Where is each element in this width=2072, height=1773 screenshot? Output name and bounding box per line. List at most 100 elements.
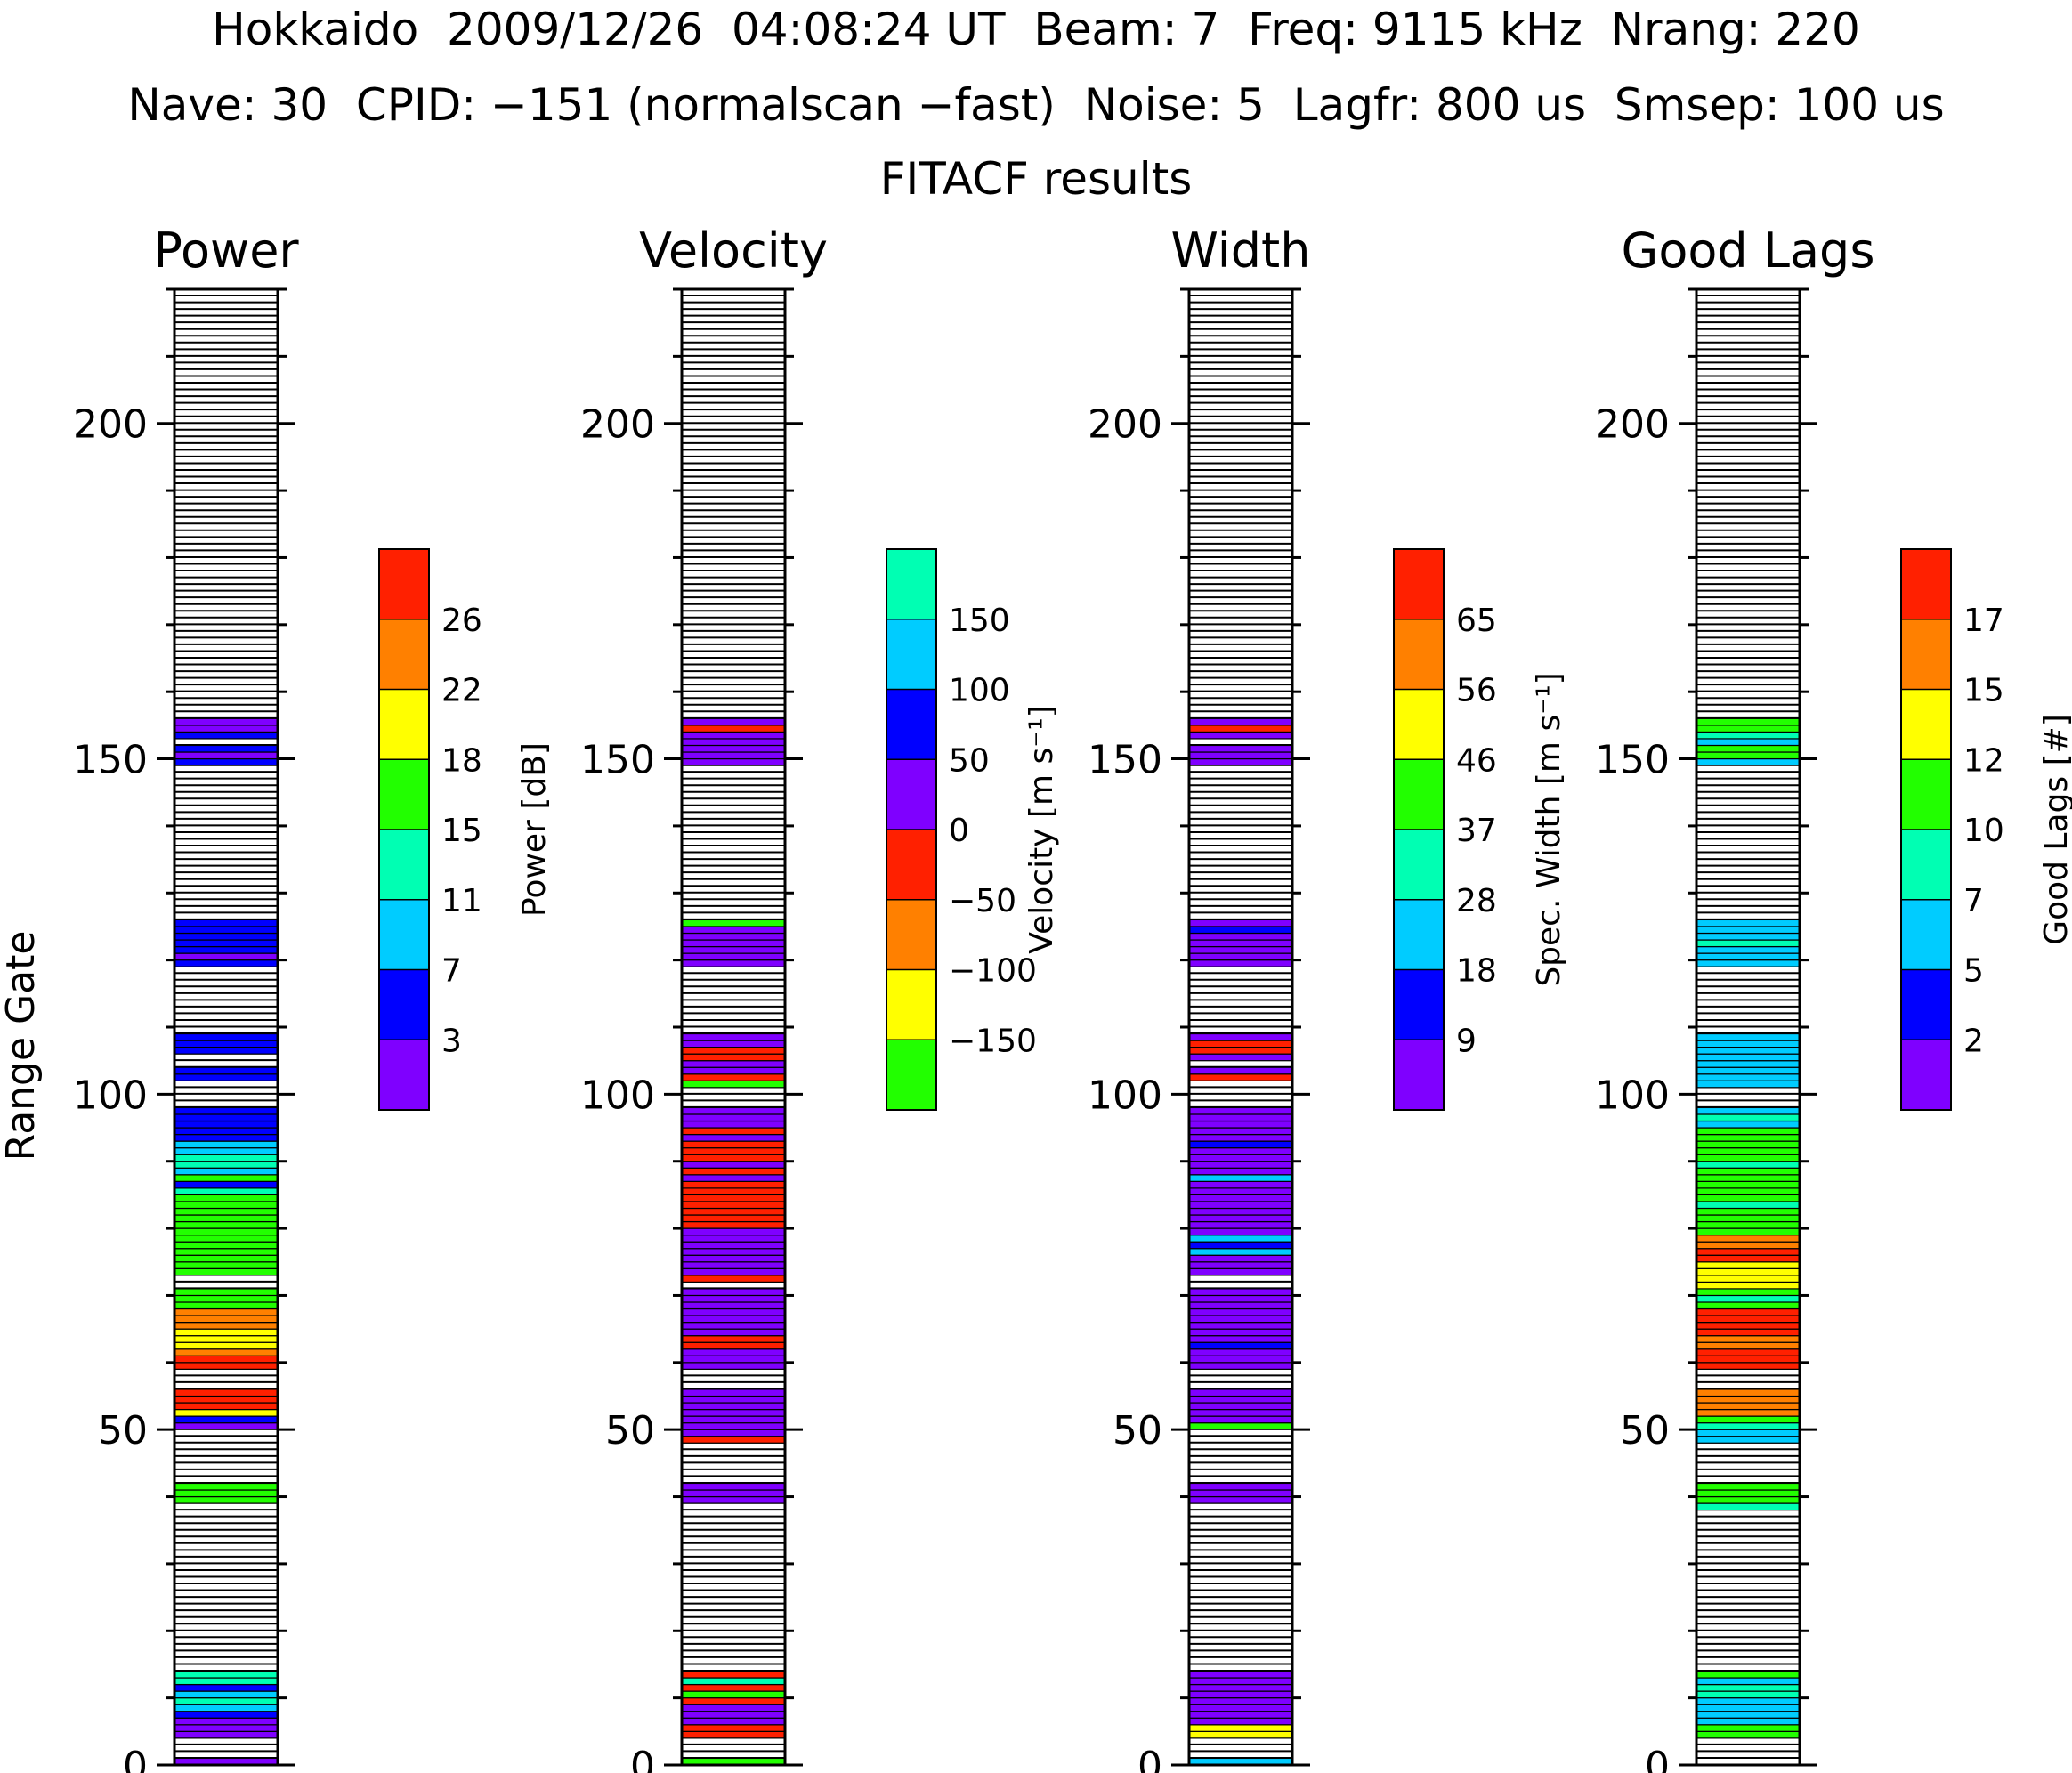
good-lags-colorbar-tick-label: 17 [1963,603,2004,639]
velocity-cell [681,1422,786,1430]
velocity-y-tick-label: 200 [580,402,655,448]
power-y-tick-label: 150 [73,738,148,783]
good-lags-cell [1696,1147,1801,1155]
width-y-tick-label: 150 [1088,738,1162,783]
width-colorbar-tick-label: 37 [1456,813,1497,849]
velocity-cell [681,1227,786,1236]
power-cell [174,1690,279,1699]
power-cell [174,1187,279,1196]
width-colorbar-swatch [1394,1040,1444,1110]
power-colorbar-swatch [379,899,429,970]
power-cell [174,1482,279,1491]
good-lags-cell [1696,1053,1801,1062]
velocity-colorbar-label: Velocity [m s⁻¹] [1024,705,1060,953]
good-lags-cell [1696,1294,1801,1303]
velocity-cell [681,1429,786,1437]
width-cell [1188,1388,1293,1397]
velocity-panel-title: Velocity [639,223,828,279]
power-cell [174,952,279,961]
good-lags-cell [1696,1335,1801,1343]
velocity-colorbar-tick-label: 150 [949,603,1010,639]
width-y-tick-label: 100 [1088,1073,1162,1118]
good-lags-cell [1696,1436,1801,1444]
good-lags-cell [1696,1180,1801,1189]
width-cell [1188,1214,1293,1223]
power-cell [174,1489,279,1498]
width-y-axis: 0 50 100 150 200 [1088,287,1310,1773]
width-cell [1188,717,1293,726]
velocity-cell [681,744,786,753]
good-lags-cell [1696,1113,1801,1122]
power-cell [174,1301,279,1310]
good-lags-cell [1696,1677,1801,1686]
good-lags-cell [1696,1154,1801,1162]
power-cell [174,1717,279,1726]
good-lags-cell [1696,1402,1801,1411]
good-lags-cell [1696,952,1801,961]
velocity-colorbar-swatch [886,549,936,619]
good-lags-cell [1696,757,1801,766]
width-cell [1188,1402,1293,1411]
good-lags-cell [1696,1047,1801,1055]
power-cell [174,1321,279,1330]
width-cell [1188,1106,1293,1115]
velocity-cell [681,1670,786,1679]
power-cell [174,757,279,766]
width-cell [1188,919,1293,927]
power-colorbar-tick-label: 26 [441,603,482,639]
width-colorbar-swatch [1394,969,1444,1040]
velocity-cell [681,1161,786,1169]
velocity-cell [681,1201,786,1210]
power-cell [174,751,279,760]
velocity-cell [681,1730,786,1739]
width-cell [1188,1140,1293,1149]
good-lags-cell [1696,1730,1801,1739]
good-lags-cell [1696,1133,1801,1142]
good-lags-colorbar-label: Good Lags [#] [2038,714,2072,945]
width-cell [1188,932,1293,941]
width-cell [1188,926,1293,935]
width-cell [1188,939,1293,948]
width-colorbar-tick-label: 9 [1456,1023,1477,1059]
power-y-tick-label: 0 [123,1744,148,1773]
velocity-cell [681,1348,786,1356]
power-cell [174,1335,279,1343]
velocity-cell [681,1711,786,1719]
width-cell [1188,1133,1293,1142]
good-lags-cell [1696,1201,1801,1210]
velocity-cell [681,717,786,726]
velocity-cell [681,1697,786,1705]
velocity-cell [681,1127,786,1136]
width-cell [1188,1341,1293,1350]
width-cell [1188,1154,1293,1162]
power-cell [174,1388,279,1397]
power-cell [174,725,279,733]
width-cell [1188,1362,1293,1370]
good-lags-cell [1696,959,1801,967]
good-lags-colorbar-swatch [1901,619,1951,690]
velocity-colorbar-swatch [886,830,936,900]
width-cell [1188,1355,1293,1364]
power-cell [174,1113,279,1122]
power-cell [174,1288,279,1297]
power-cell [174,1106,279,1115]
power-cell [174,1711,279,1719]
good-lags-cell [1696,1080,1801,1089]
good-lags-cell [1696,1717,1801,1726]
good-lags-colorbar-swatch [1901,759,1951,830]
width-cell [1188,1321,1293,1330]
power-cell [174,1328,279,1337]
width-cell [1188,1704,1293,1712]
velocity-cell [681,1275,786,1283]
power-cell [174,1670,279,1679]
good-lags-cell [1696,1315,1801,1324]
y-axis-label: Range Gate [0,931,44,1162]
power-cell [174,1248,279,1256]
power-cell [174,717,279,726]
width-colorbar-frame [1393,548,1445,1111]
power-cell [174,1140,279,1149]
velocity-cell [681,1362,786,1370]
power-cell [174,1683,279,1692]
good-lags-y-tick-label: 0 [1645,1744,1670,1773]
good-lags-colorbar-tick-label: 7 [1963,883,1984,919]
